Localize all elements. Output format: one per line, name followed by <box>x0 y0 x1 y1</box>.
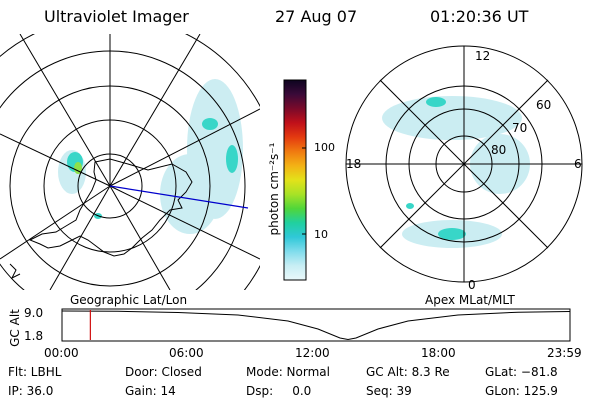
mlt-label-6: 6 <box>574 157 582 171</box>
footer-gc-alt: GC Alt: 8.3 Re <box>366 365 450 379</box>
timeline-ylabel: GC Alt <box>8 309 22 347</box>
footer-glon: GLon: 125.9 <box>485 384 558 398</box>
timeline-frame <box>61 308 571 342</box>
date-label: 27 Aug 07 <box>275 7 358 26</box>
timeline-xtick-1: 06:00 <box>169 346 204 360</box>
south-america-tip <box>9 263 21 280</box>
timeline-xtick-0: 00:00 <box>44 346 79 360</box>
timeline-xtick-3: 18:00 <box>421 346 456 360</box>
mlt-label-18: 18 <box>346 157 362 171</box>
mlat-label-60: 60 <box>536 98 552 112</box>
mag-grid <box>345 45 583 283</box>
right-panel-caption: Apex MLat/MLT <box>425 293 515 307</box>
timeline-xtick-2: 12:00 <box>295 346 330 360</box>
instrument-title: Ultraviolet Imager <box>44 7 189 26</box>
footer-gain: Gain: 14 <box>125 384 176 398</box>
time-label: 01:20:36 UT <box>430 7 529 26</box>
mlt-label-0: 0 <box>468 278 476 292</box>
magnetic-polar-plot <box>345 45 583 283</box>
footer-glat: GLat: −81.8 <box>485 365 558 379</box>
colorbar-unit-label: photon cm⁻²s⁻¹ <box>267 142 281 236</box>
footer-door: Door: Closed <box>125 365 202 379</box>
timeline-xtick-4: 23:59 <box>547 346 582 360</box>
colorbar-tick-label-10: 10 <box>314 228 328 241</box>
mlt-label-12: 12 <box>475 49 491 63</box>
footer-seq: Seq: 39 <box>366 384 412 398</box>
antarctica-coastline <box>28 158 193 257</box>
colorbar-tick-label-100: 100 <box>314 141 335 154</box>
mag-aurora-emission <box>382 96 530 248</box>
timeline-ytick-bottom: 1.8 <box>24 329 44 343</box>
footer-dsp: Dsp: 0.0 <box>246 384 312 398</box>
geographic-polar-plot <box>0 34 260 290</box>
altitude-curve <box>61 310 571 341</box>
colorbar <box>283 79 307 281</box>
colorbar-gradient <box>283 79 307 281</box>
timeline-ytick-top: 9.0 <box>24 306 44 320</box>
terminator-line <box>109 185 249 209</box>
footer-mode: Mode: Normal <box>246 365 330 379</box>
geo-grid <box>0 34 260 290</box>
mlat-label-80: 80 <box>491 143 507 157</box>
left-panel-caption: Geographic Lat/Lon <box>70 293 188 307</box>
footer-ip: IP: 36.0 <box>8 384 54 398</box>
footer-filter: Flt: LBHL <box>8 365 62 379</box>
mlat-label-70: 70 <box>512 121 528 135</box>
timeline-plot <box>61 308 571 342</box>
